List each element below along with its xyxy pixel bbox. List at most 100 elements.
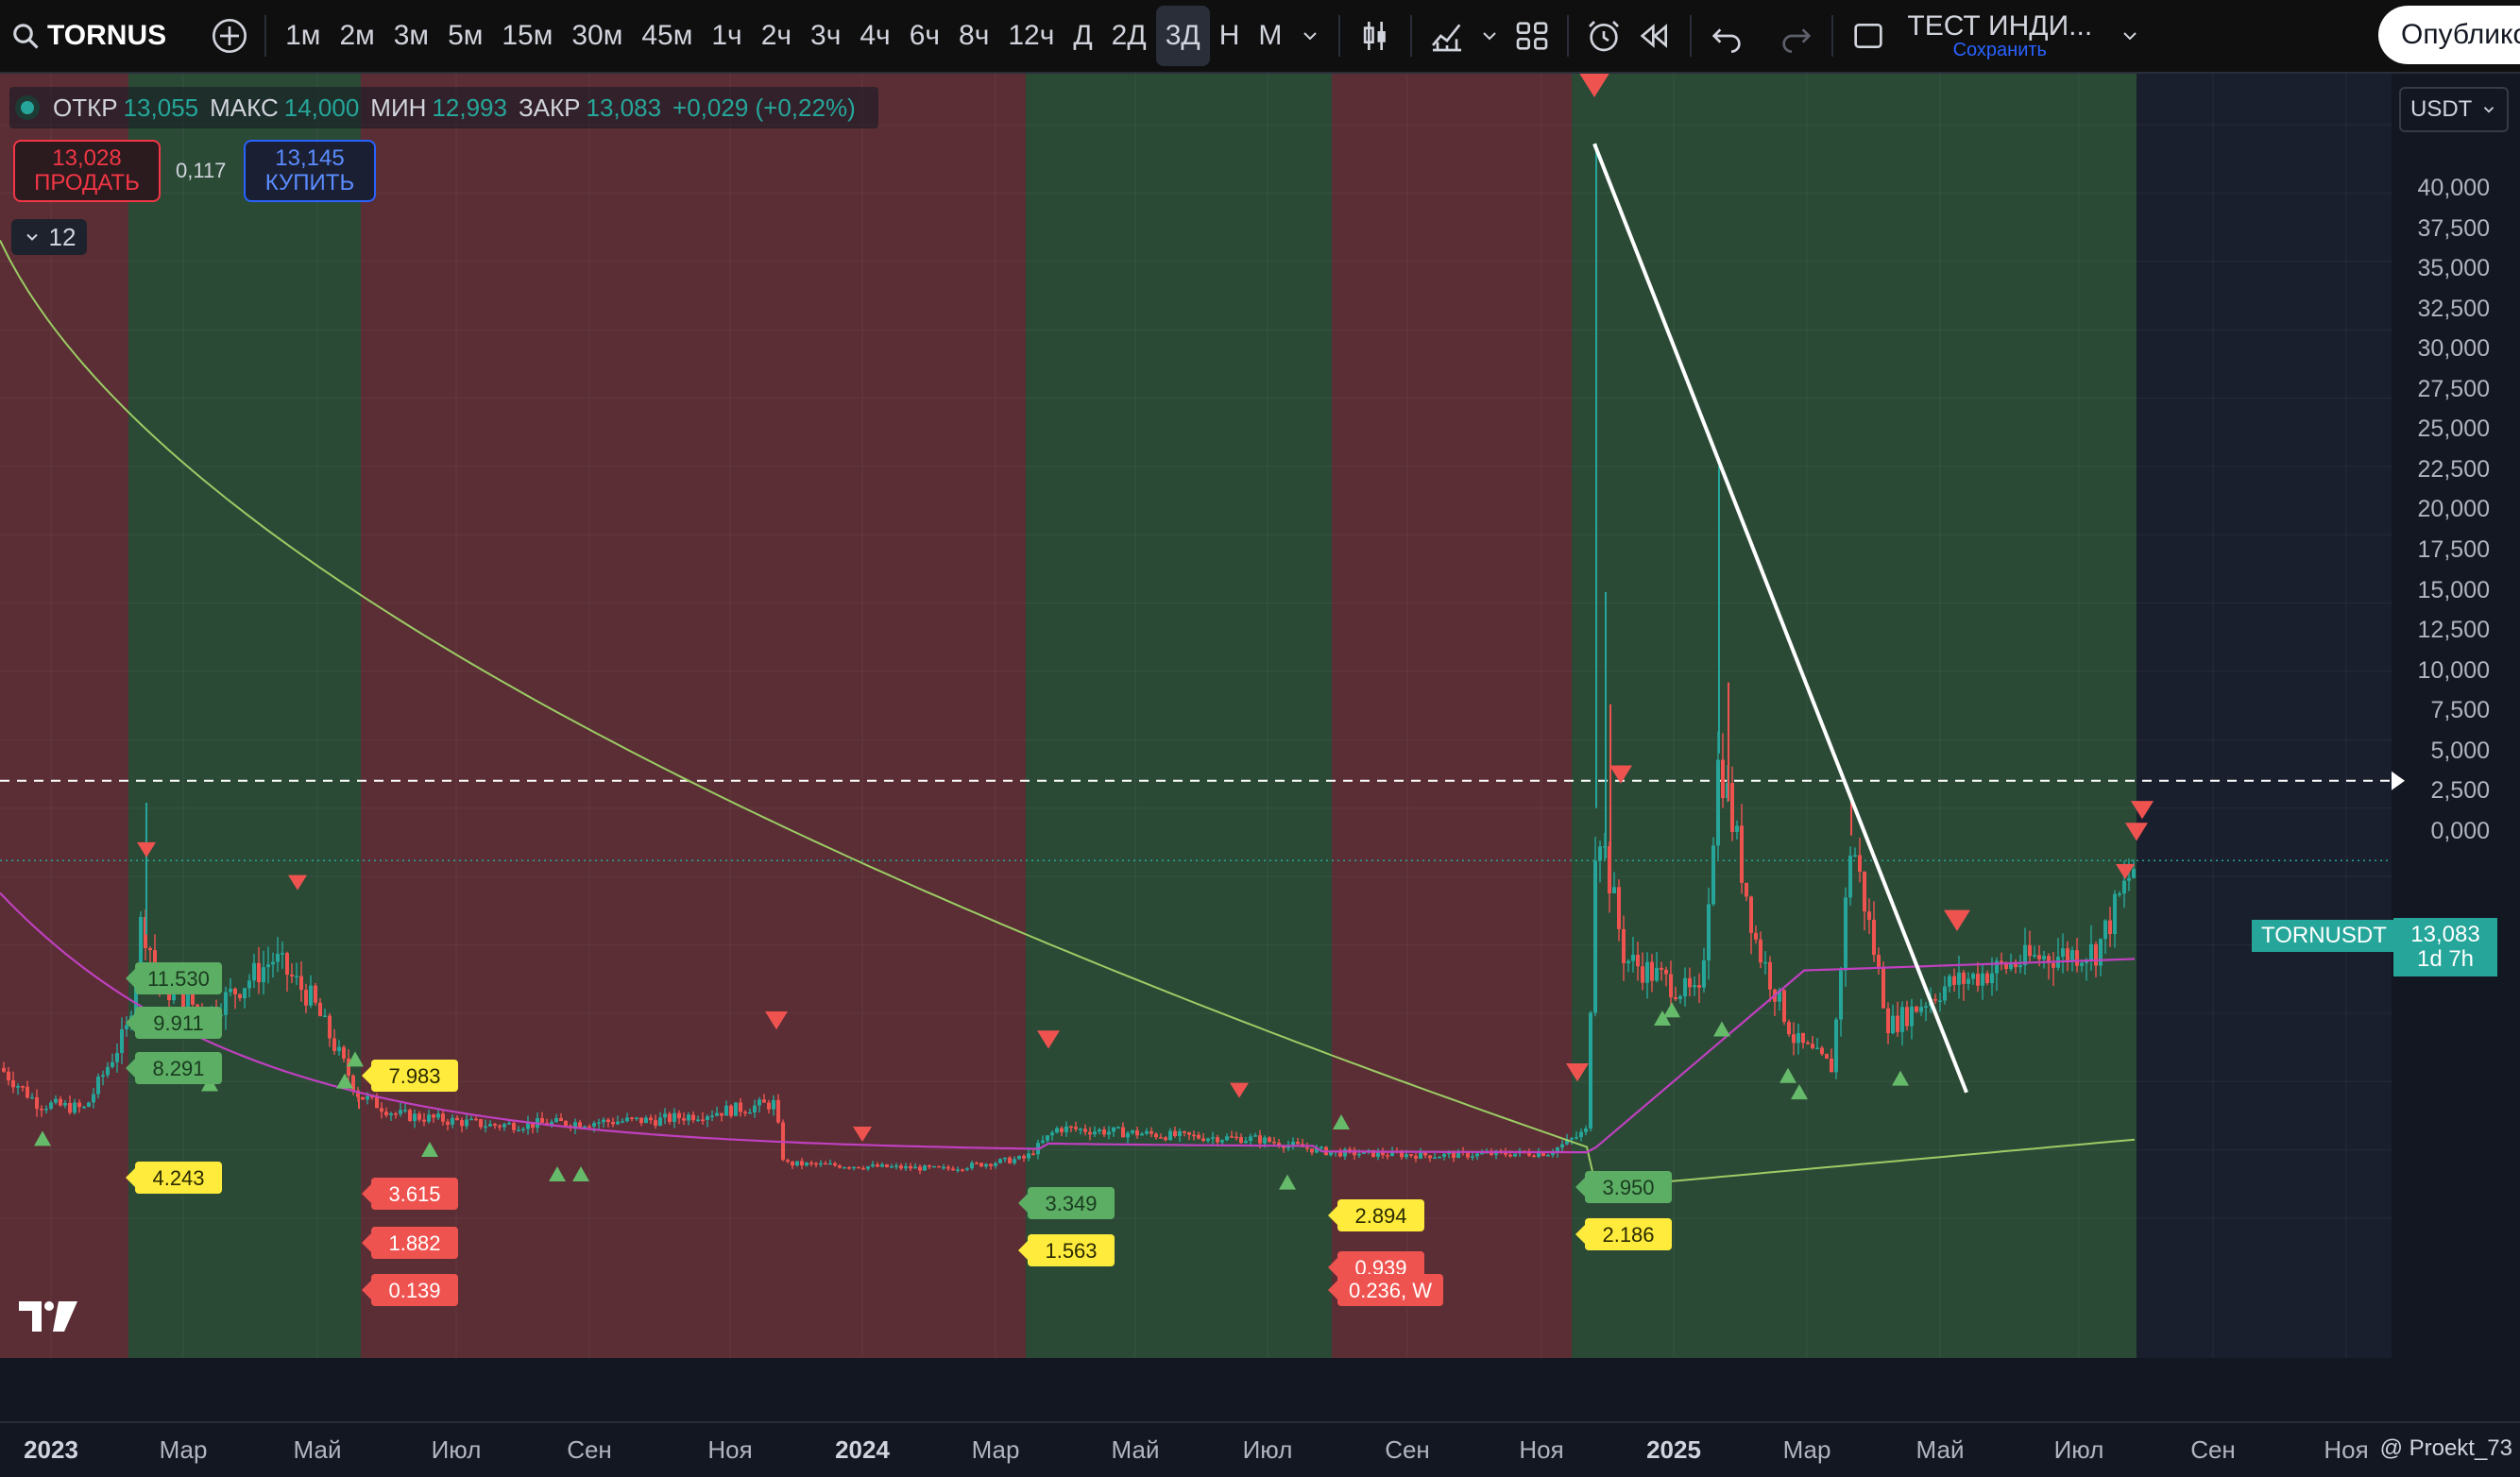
candle-body [809, 1163, 813, 1164]
indicators-dropdown[interactable] [1473, 10, 1507, 61]
alert-button[interactable] [1578, 10, 1629, 61]
candle-body [1825, 1054, 1829, 1059]
undo-button[interactable] [1701, 10, 1752, 61]
candle-body [1886, 1008, 1890, 1034]
toolbar-divider [264, 15, 267, 57]
candle-body [1541, 1152, 1545, 1156]
timeframe-option[interactable]: М [1258, 20, 1283, 51]
buy-button[interactable]: 13,145 КУПИТЬ [244, 140, 376, 202]
timeframe-option[interactable]: 15м [502, 20, 553, 51]
candle-body [1678, 996, 1682, 999]
sell-signal-icon [1037, 1030, 1060, 1049]
timeframe-option[interactable]: 3Д [1155, 6, 1210, 66]
price-chart[interactable]: 11.530 9.911 8.291 4.243 7.983 3.615 1.882 0.13… [0, 74, 2520, 1477]
timeframe-list: 1м 2м 3м 5м 15м 30м 45м 1ч 2ч 3ч 4ч 6ч 8ч 12ч Д 2Д 3Д Н М [276, 6, 1291, 66]
timeframe-option[interactable]: 5м [448, 20, 484, 51]
candle-body [1192, 1134, 1196, 1137]
timeframe-option[interactable]: 30м [571, 20, 623, 51]
currency-select[interactable]: USDT [2399, 87, 2509, 132]
sell-signal-icon [288, 874, 307, 891]
candle-body [2023, 944, 2027, 965]
candle-body [73, 1102, 77, 1113]
candle-body [866, 1166, 870, 1169]
timeframe-option[interactable]: 2м [339, 20, 375, 51]
timeframe-option[interactable]: 1м [285, 20, 321, 51]
timeframe-option[interactable]: 12ч [1008, 20, 1055, 51]
timeframe-option[interactable]: 6ч [909, 20, 941, 51]
candle-body [479, 1119, 483, 1128]
replay-button[interactable] [1629, 10, 1680, 61]
price-axis-label: 30,000 [2417, 335, 2490, 363]
candle-body [332, 1038, 336, 1051]
chart-type-button[interactable] [1350, 10, 1401, 61]
level-label-bg [1028, 1187, 1115, 1219]
candle-body [21, 1086, 25, 1088]
candle-body [1933, 998, 1937, 1001]
publish-button[interactable]: Опублико [2378, 6, 2520, 64]
timeframe-option[interactable]: 3ч [810, 20, 842, 51]
buy-signal-icon [1333, 1113, 1350, 1129]
candle-body [1683, 977, 1687, 997]
indicators-toggle[interactable]: 12 [11, 219, 87, 255]
candle-body [540, 1118, 544, 1123]
candle-body [531, 1122, 535, 1129]
redo-button[interactable] [1771, 10, 1822, 61]
candle-body [451, 1117, 454, 1125]
layout-dropdown[interactable] [2113, 10, 2147, 61]
candle-body [54, 1098, 58, 1103]
candle-body [1900, 1007, 1904, 1032]
timeframe-option[interactable]: 45м [641, 20, 693, 51]
candle-body [1957, 972, 1961, 985]
candle-body [2018, 964, 2022, 968]
candle-body [913, 1166, 917, 1169]
layout-name[interactable]: ТЕСТ ИНДИ... Сохранить [1894, 11, 2105, 61]
candle-body [309, 985, 313, 1006]
timeframe-option[interactable]: 2Д [1111, 20, 1147, 51]
timeframe-option[interactable]: Д [1073, 20, 1093, 51]
fullscreen-button[interactable] [1843, 10, 1894, 61]
level-label: 1.882 [388, 1231, 440, 1255]
candle-body [1626, 960, 1630, 964]
time-axis-label: 2023 [24, 1435, 78, 1464]
toolbar-divider [1567, 15, 1570, 57]
tradingview-logo [19, 1301, 77, 1332]
timeframe-option[interactable]: 3м [393, 20, 430, 51]
candle-body [1258, 1135, 1262, 1144]
candle-body [1702, 959, 1706, 988]
timeframe-option[interactable]: Н [1218, 20, 1240, 51]
candle-body [465, 1119, 468, 1127]
candle-body [1206, 1138, 1210, 1142]
candle-body [1315, 1147, 1319, 1153]
candle-body [715, 1112, 719, 1116]
timeframe-option[interactable]: 4ч [860, 20, 891, 51]
compare-add-button[interactable] [204, 10, 255, 61]
candle-body [1480, 1152, 1484, 1155]
rewind-icon [1636, 17, 1674, 55]
search-icon [11, 22, 40, 50]
timeframe-option[interactable]: 8ч [959, 20, 990, 51]
symbol-search[interactable]: TORNUS [0, 6, 178, 66]
time-axis[interactable]: 2023 Мар Май Июл Сен Ноя 2024 Мар Май Июл Сен Ноя 20… [0, 1422, 2520, 1477]
candle-body [1405, 1154, 1408, 1158]
candle-body [347, 1058, 350, 1076]
chart-pane[interactable]: 11.530 9.911 8.291 4.243 7.983 3.615 1.882 0.13… [0, 74, 2520, 1477]
candle-body [1787, 1022, 1791, 1035]
candle-body [762, 1099, 766, 1103]
sell-button[interactable]: 13,028 ПРОДАТЬ [13, 140, 161, 202]
last-price: 13,083 [2410, 921, 2480, 947]
timeframe-option[interactable]: 2ч [760, 20, 792, 51]
candle-body [1995, 960, 1999, 974]
candle-body [1645, 961, 1649, 983]
candle-body [1745, 882, 1748, 897]
candle-body [1967, 978, 1970, 984]
candle-body [1050, 1132, 1054, 1136]
layout-templates-button[interactable] [1507, 10, 1558, 61]
high-label: МАКС [210, 93, 279, 122]
timeframe-dropdown[interactable] [1291, 10, 1329, 61]
timeframe-option[interactable]: 1ч [711, 20, 742, 51]
save-link[interactable]: Сохранить [1952, 40, 2047, 61]
candle-body [1079, 1129, 1082, 1130]
chevron-down-icon [1299, 25, 1321, 47]
indicators-button[interactable] [1422, 10, 1473, 61]
candle-body [247, 980, 251, 989]
